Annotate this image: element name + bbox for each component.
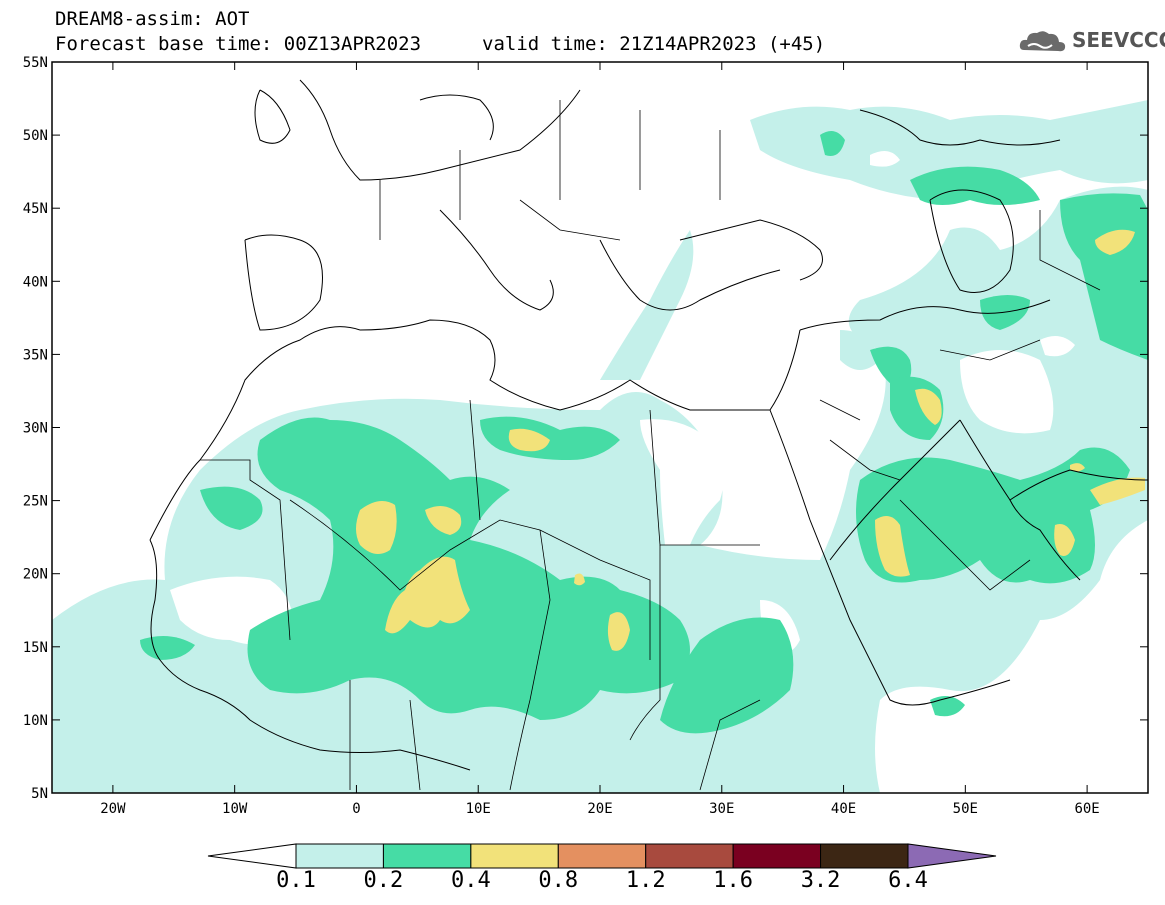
colorbar-level-label: 0.4 (450, 868, 491, 893)
colorbar-under-arrow (207, 843, 297, 869)
colorbar-swatch (295, 843, 384, 869)
lat-tick-label: 25N (23, 494, 48, 510)
map-title: DREAM8-assim: AOT (55, 8, 250, 30)
colorbar (207, 843, 997, 869)
lat-tick-label: 30N (23, 421, 48, 437)
colorbar-swatch (557, 843, 647, 869)
colorbar-swatch (645, 843, 734, 869)
lon-tick-label: 40E (831, 801, 856, 817)
lon-tick-label: 60E (1074, 801, 1099, 817)
lon-tick-label: 10W (222, 801, 248, 817)
logo-text: SEEVCCC (1072, 28, 1165, 52)
aot-contours (52, 100, 1148, 793)
colorbar-level-label: 0.2 (363, 868, 404, 893)
colorbar-level-label: 6.4 (888, 868, 928, 893)
axis-ticks (52, 61, 1148, 794)
coastlines (149, 79, 1148, 771)
cloud-logo-icon (1019, 31, 1066, 52)
valid-time: valid time: 21Z14APR2023 (+45) (482, 33, 826, 55)
colorbar-swatch (382, 843, 472, 869)
lon-tick-label: 50E (953, 801, 978, 817)
lat-tick-label: 45N (23, 201, 48, 217)
colorbar-swatch (470, 843, 559, 869)
axis-tick-labels: 20W 10W 0 10E 20E 30E 40E 50E 60E 55N 50N 45N 40N 35N… (23, 55, 1100, 817)
colorbar-level-label: 1.2 (625, 868, 666, 893)
lon-tick-label: 10E (466, 801, 491, 817)
lat-tick-label: 55N (23, 55, 48, 71)
colorbar-level-label: 3.2 (800, 868, 841, 893)
lat-tick-label: 15N (23, 640, 48, 656)
aot-level-0.4 (356, 229, 1145, 651)
forecast-base-time: Forecast base time: 00Z13APR2023 (55, 33, 422, 55)
colorbar-swatch (732, 843, 822, 869)
colorbar-swatch (820, 843, 909, 869)
lat-tick-label: 20N (23, 567, 48, 583)
lat-tick-label: 10N (23, 713, 48, 729)
lon-tick-label: 0 (352, 801, 360, 817)
colorbar-level-label: 0.1 (276, 868, 316, 893)
lon-tick-label: 20W (100, 801, 126, 817)
country-borders (200, 100, 1101, 791)
lat-tick-label: 50N (23, 128, 48, 144)
colorbar-level-label: 1.6 (713, 868, 754, 893)
lat-tick-label: 5N (31, 786, 48, 802)
colorbar-level-label: 0.8 (538, 868, 579, 893)
lat-tick-label: 35N (23, 347, 48, 363)
lon-tick-label: 30E (709, 801, 734, 817)
colorbar-over-arrow (907, 843, 997, 869)
lon-tick-label: 20E (587, 801, 612, 817)
lat-tick-label: 40N (23, 274, 48, 290)
